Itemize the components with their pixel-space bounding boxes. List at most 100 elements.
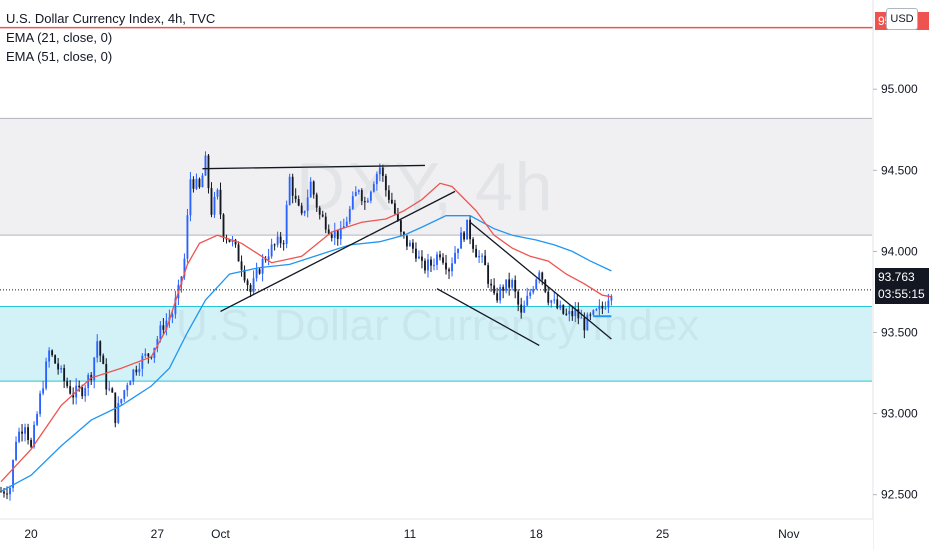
candle-body bbox=[502, 287, 505, 291]
candle-body bbox=[153, 347, 156, 359]
candle-body bbox=[309, 181, 312, 198]
candle-body bbox=[607, 300, 610, 308]
candle-body bbox=[424, 260, 426, 271]
candle-body bbox=[18, 431, 20, 442]
candle-body bbox=[12, 459, 14, 488]
candle-body bbox=[240, 261, 243, 270]
candle-body bbox=[559, 304, 562, 309]
candle-body bbox=[21, 431, 23, 434]
candle-body bbox=[445, 262, 447, 270]
candle-body bbox=[336, 230, 339, 239]
price-tick-label: 93.000 bbox=[881, 407, 918, 421]
candle-body bbox=[520, 304, 523, 313]
legend-symbol-title[interactable]: U.S. Dollar Currency Index, 4h, TVC bbox=[6, 11, 216, 26]
candle-body bbox=[601, 305, 604, 309]
candle-body bbox=[156, 339, 159, 348]
candle-body bbox=[258, 269, 261, 274]
candle-body bbox=[42, 388, 45, 394]
candle-body bbox=[261, 258, 264, 274]
candle-body bbox=[99, 341, 102, 356]
candle-body bbox=[69, 386, 72, 394]
candle-body bbox=[171, 314, 174, 318]
last-price-tag: 93.763 03:55:15 bbox=[875, 268, 929, 304]
candle-body bbox=[436, 254, 438, 265]
candle-body bbox=[207, 155, 210, 189]
candle-body bbox=[493, 285, 496, 294]
candle-body bbox=[270, 244, 273, 257]
price-tick-label: 95.000 bbox=[881, 82, 918, 96]
candle-body bbox=[586, 314, 589, 331]
candle-body bbox=[387, 190, 390, 200]
candle-body bbox=[312, 181, 315, 195]
candle-body bbox=[390, 199, 393, 204]
candle-body bbox=[381, 167, 384, 176]
candle-body bbox=[481, 255, 484, 257]
candle-body bbox=[111, 388, 114, 393]
candle-body bbox=[318, 207, 321, 215]
candle-body bbox=[487, 265, 490, 284]
currency-button[interactable]: USD bbox=[886, 8, 918, 30]
legend-ema-slow[interactable]: EMA (51, close, 0) bbox=[6, 49, 113, 64]
candle-body bbox=[517, 291, 520, 305]
candle-body bbox=[120, 399, 123, 404]
candle-body bbox=[30, 440, 33, 447]
candle-body bbox=[478, 255, 481, 258]
time-tick-label: 11 bbox=[404, 527, 417, 541]
candle-body bbox=[105, 364, 108, 390]
candle-body bbox=[66, 381, 69, 387]
chart-legend: U.S. Dollar Currency Index, 4h, TVC EMA … bbox=[6, 9, 215, 66]
candle-body bbox=[297, 199, 300, 206]
candle-body bbox=[430, 259, 432, 266]
candle-body bbox=[463, 232, 465, 240]
candle-body bbox=[285, 204, 288, 244]
last-price-value: 93.763 bbox=[878, 270, 915, 284]
candle-body bbox=[45, 361, 48, 389]
candle-body bbox=[418, 256, 420, 259]
candle-body bbox=[204, 155, 207, 176]
candle-body bbox=[535, 279, 538, 289]
trendline-channel-upper bbox=[469, 221, 612, 340]
candle-body bbox=[499, 287, 502, 301]
time-tick-label: 18 bbox=[530, 527, 544, 541]
candle-body bbox=[384, 175, 387, 191]
candle-body bbox=[460, 232, 462, 249]
candle-body bbox=[165, 320, 168, 330]
candle-body bbox=[421, 256, 423, 261]
candle-body bbox=[529, 292, 532, 296]
candle-body bbox=[396, 213, 399, 221]
candle-body bbox=[526, 295, 529, 306]
candle-body bbox=[490, 283, 493, 286]
candle-body bbox=[210, 188, 213, 215]
price-tick-label: 93.500 bbox=[881, 325, 918, 339]
candle-body bbox=[577, 309, 580, 319]
candle-body bbox=[57, 363, 60, 370]
candle-body bbox=[469, 219, 472, 240]
candle-body bbox=[532, 288, 535, 293]
candle-body bbox=[273, 244, 276, 246]
candle-body bbox=[496, 293, 499, 301]
candle-body bbox=[405, 235, 408, 247]
candle-body bbox=[580, 317, 583, 319]
watermark-name: U.S. Dollar Currency Index bbox=[176, 301, 700, 350]
candle-body bbox=[553, 299, 556, 301]
candle-body bbox=[306, 197, 309, 211]
candle-body bbox=[246, 280, 249, 286]
candle-body bbox=[457, 248, 459, 253]
candle-body bbox=[556, 299, 559, 309]
candle-body bbox=[333, 230, 336, 238]
candle-body bbox=[60, 368, 63, 370]
candle-body bbox=[342, 226, 345, 228]
candle-body bbox=[508, 279, 511, 288]
candle-body bbox=[216, 189, 219, 197]
candle-body bbox=[357, 190, 360, 192]
candles bbox=[0, 151, 613, 501]
candle-body bbox=[300, 205, 303, 214]
legend-ema-fast[interactable]: EMA (21, close, 0) bbox=[6, 30, 113, 45]
zone-upper-range bbox=[0, 118, 872, 236]
candle-body bbox=[3, 491, 5, 494]
candle-body bbox=[360, 190, 363, 202]
candle-body bbox=[402, 231, 405, 236]
candle-body bbox=[267, 256, 270, 261]
candle-body bbox=[0, 491, 2, 493]
